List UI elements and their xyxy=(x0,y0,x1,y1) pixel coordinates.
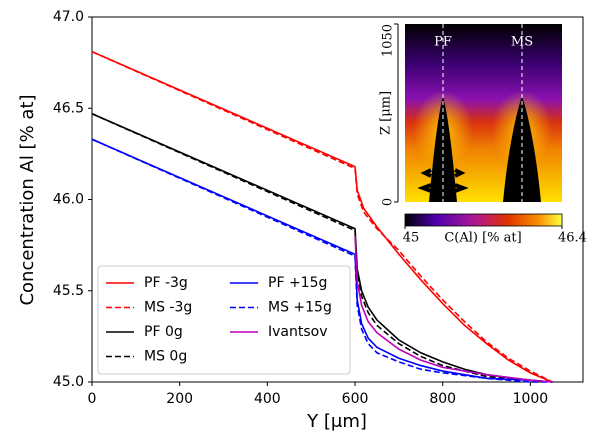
colorbar-tick-label: 46.4 xyxy=(558,231,587,246)
series-group xyxy=(91,50,553,383)
x-tick-label: 1000 xyxy=(513,391,549,407)
y-tick-label: 47.0 xyxy=(53,9,84,25)
y-tick-label: 45.5 xyxy=(53,283,84,299)
y-axis-label: Concentration Al [% at] xyxy=(17,94,38,305)
series-group xyxy=(91,138,553,383)
inset-label: PF xyxy=(434,35,452,50)
legend-box xyxy=(97,265,351,375)
y-tick-label: 45.0 xyxy=(53,374,84,390)
inset: PF MS Z [μm] C(Al) [% at] 0 1050 45 46.4 xyxy=(379,23,587,246)
dendrite xyxy=(429,96,457,202)
x-axis-label: Y [μm] xyxy=(306,411,367,432)
legend-label: MS 0g xyxy=(144,349,187,365)
inset-tick-label: 0 xyxy=(381,198,396,206)
legend-label: PF +15g xyxy=(268,275,327,291)
x-tick-label: 0 xyxy=(88,391,97,407)
line-series xyxy=(91,138,553,383)
y-tick-label: 46.5 xyxy=(53,100,84,116)
line-series xyxy=(354,235,553,383)
legend-label: MS +15g xyxy=(268,300,332,316)
x-tick-label: 200 xyxy=(166,391,193,407)
side-branches xyxy=(417,168,469,193)
legend-label: Ivantsov xyxy=(268,324,328,340)
inset-tick-label: 1050 xyxy=(381,24,396,57)
y-tick-label: 46.0 xyxy=(53,192,84,208)
x-tick-label: 800 xyxy=(429,391,456,407)
line-series xyxy=(91,50,553,383)
colorbar-tick-label: 45 xyxy=(403,231,420,246)
legend: PF -3g MS -3g PF 0g MS 0g PF +15g MS +15g Ivan… xyxy=(97,265,351,375)
series-group xyxy=(354,235,553,383)
colorbar-label: C(Al) [% at] xyxy=(444,231,521,246)
inset-label: MS xyxy=(511,35,533,50)
x-tick-label: 600 xyxy=(342,391,369,407)
dendrite xyxy=(503,96,541,202)
inset-ylabel: Z [μm] xyxy=(379,91,394,135)
colorbar xyxy=(404,213,563,227)
legend-label: MS -3g xyxy=(144,300,192,316)
legend-label: PF -3g xyxy=(144,275,188,291)
legend-label: PF 0g xyxy=(144,324,183,340)
x-tick-label: 400 xyxy=(254,391,281,407)
